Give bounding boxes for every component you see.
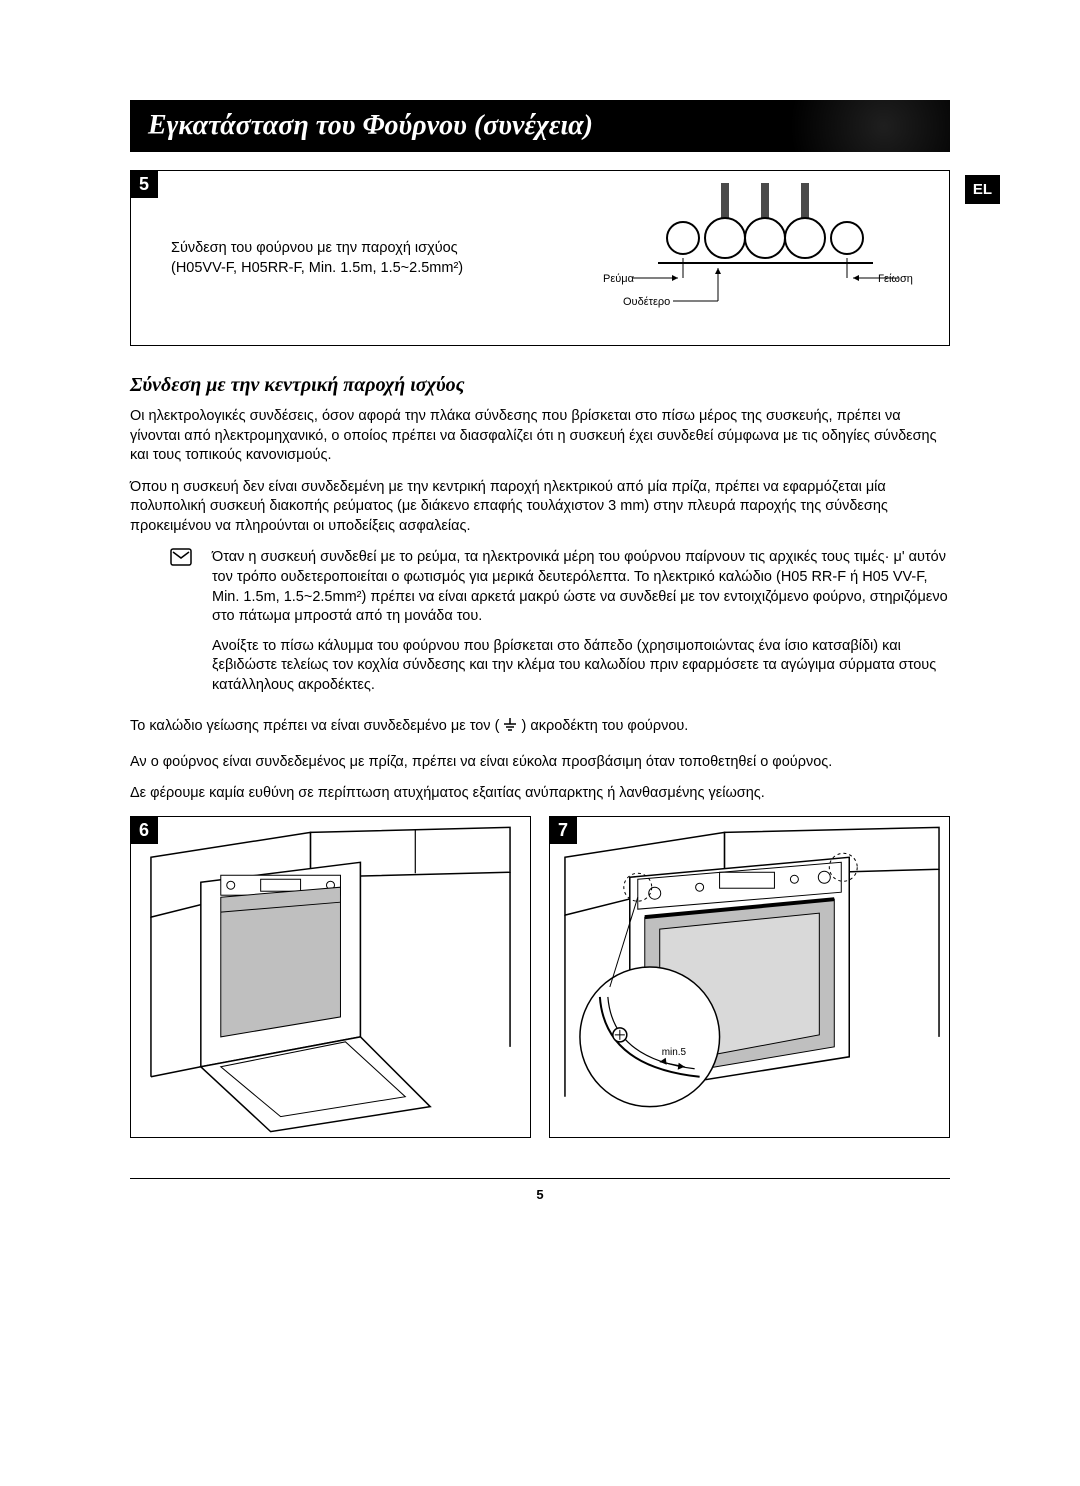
fig7-min-label: min.5 bbox=[662, 1047, 687, 1058]
label-neutral: Ουδέτερο bbox=[623, 296, 670, 308]
header-decoration bbox=[730, 100, 950, 152]
page-header-bar: Εγκατάσταση του Φούρνου (συνέχεια) bbox=[130, 100, 950, 152]
section-subheading: Σύνδεση με την κεντρική παροχή ισχύος bbox=[130, 374, 950, 397]
figure-7-illustration: min.5 bbox=[550, 817, 949, 1137]
step-badge-7: 7 bbox=[549, 816, 577, 844]
page-number: 5 bbox=[130, 1187, 950, 1202]
paragraph-3: Το καλώδιο γείωσης πρέπει να είναι συνδε… bbox=[130, 717, 950, 741]
p3-part-b: ) ακροδέκτη του φούρνου. bbox=[521, 718, 688, 734]
note-block: Όταν η συσκευή συνδεθεί με το ρεύμα, τα … bbox=[130, 548, 950, 705]
figures-row: 6 bbox=[130, 816, 950, 1138]
language-badge: EL bbox=[965, 175, 1000, 204]
label-earth: Γείωση bbox=[878, 273, 913, 285]
figure-7-box: 7 bbox=[549, 816, 950, 1138]
fig5-line1: Σύνδεση του φούρνου με την παροχή ισχύος bbox=[171, 238, 463, 258]
step-badge-5: 5 bbox=[130, 170, 158, 198]
ground-icon bbox=[503, 718, 517, 741]
figure-5-box: 5 Σύνδεση του φούρνου με την παροχή ισχύ… bbox=[130, 170, 950, 346]
paragraph-1: Οι ηλεκτρολογικές συνδέσεις, όσον αφορά … bbox=[130, 407, 950, 466]
paragraph-4: Αν ο φούρνος είναι συνδεδεμένος με πρίζα… bbox=[130, 753, 950, 773]
note-icon bbox=[170, 548, 194, 705]
figure-6-box: 6 bbox=[130, 816, 531, 1138]
paragraph-5: Δε φέρουμε καμία ευθύνη σε περίπτωση ατυ… bbox=[130, 784, 950, 804]
fig5-line2: (H05VV-F, H05RR-F, Min. 1.5m, 1.5~2.5mm²… bbox=[171, 258, 463, 278]
footer-rule bbox=[130, 1178, 950, 1179]
note-paragraph-b: Ανοίξτε το πίσω κάλυμμα του φούρνου που … bbox=[212, 637, 950, 696]
step-badge-6: 6 bbox=[130, 816, 158, 844]
terminal-block-diagram: Ρεύμα Ουδέτερο Γείωση bbox=[463, 183, 933, 333]
note-body: Όταν η συσκευή συνδεθεί με το ρεύμα, τα … bbox=[212, 548, 950, 705]
label-live: Ρεύμα bbox=[603, 273, 635, 285]
terminal-svg: Ρεύμα Ουδέτερο Γείωση bbox=[603, 183, 923, 333]
figure-5-caption: Σύνδεση του φούρνου με την παροχή ισχύος… bbox=[147, 238, 463, 279]
paragraph-2: Όπου η συσκευή δεν είναι συνδεδεμένη με … bbox=[130, 478, 950, 537]
note-paragraph-a: Όταν η συσκευή συνδεθεί με το ρεύμα, τα … bbox=[212, 548, 950, 626]
p3-part-a: Το καλώδιο γείωσης πρέπει να είναι συνδε… bbox=[130, 718, 499, 734]
figure-6-illustration bbox=[131, 817, 530, 1137]
